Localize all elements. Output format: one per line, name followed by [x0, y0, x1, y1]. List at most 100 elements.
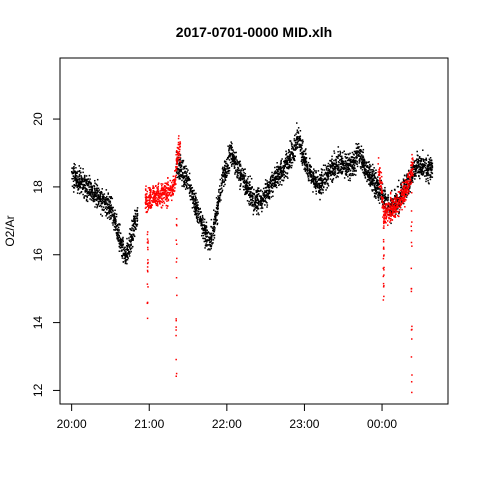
data-point [253, 203, 255, 205]
data-point [427, 165, 430, 168]
data-point [233, 155, 235, 158]
data-point [146, 238, 149, 240]
data-point [424, 167, 427, 169]
data-point [156, 189, 159, 191]
data-point [214, 227, 216, 229]
data-point [248, 190, 250, 193]
data-point [405, 199, 407, 201]
data-point [161, 199, 164, 201]
data-point [318, 190, 320, 192]
data-point [320, 185, 322, 188]
data-point [294, 146, 297, 148]
data-point [427, 172, 430, 174]
data-point [180, 170, 182, 173]
data-point [377, 171, 380, 173]
data-point [197, 213, 200, 215]
data-point [111, 214, 113, 216]
data-point [377, 157, 380, 159]
data-point [362, 157, 364, 159]
data-point [382, 192, 384, 195]
data-point [331, 155, 333, 158]
data-point [175, 372, 178, 375]
data-point [349, 177, 351, 180]
data-point [328, 171, 331, 173]
data-point [304, 160, 307, 163]
data-point [112, 209, 114, 212]
data-point [265, 194, 268, 197]
data-point [337, 154, 340, 156]
data-point [295, 148, 297, 150]
data-point [208, 239, 211, 241]
data-point [397, 214, 399, 217]
data-point [239, 165, 241, 167]
data-point [379, 182, 381, 184]
data-point [194, 203, 196, 205]
data-point [172, 192, 175, 195]
data-point [380, 192, 382, 195]
data-point [212, 228, 215, 230]
data-point [85, 199, 88, 202]
data-point [421, 167, 424, 170]
data-point [78, 173, 81, 176]
data-point [218, 191, 220, 193]
data-point [83, 183, 86, 186]
data-point [254, 203, 257, 206]
data-point [415, 165, 417, 168]
data-point [113, 215, 116, 217]
data-point [124, 261, 127, 263]
data-point [361, 151, 364, 153]
data-point [186, 187, 189, 190]
data-point [429, 163, 432, 165]
data-point [314, 187, 317, 190]
data-point [176, 163, 178, 165]
data-point [364, 177, 367, 179]
data-point [228, 147, 231, 150]
data-point [188, 172, 191, 175]
data-point [177, 143, 180, 146]
data-point [422, 158, 425, 160]
data-point [291, 156, 293, 159]
data-point [245, 183, 248, 185]
data-point [146, 246, 149, 249]
data-point [204, 233, 206, 236]
data-point [224, 179, 227, 182]
data-point [337, 165, 339, 168]
data-point [420, 163, 423, 166]
data-point [72, 171, 74, 174]
data-point [89, 194, 92, 196]
data-point [386, 203, 388, 205]
data-point [407, 191, 409, 194]
data-point [366, 178, 369, 181]
data-point [204, 229, 207, 232]
data-point [156, 200, 158, 203]
data-point [376, 182, 379, 185]
data-point [337, 146, 340, 148]
data-point [395, 211, 397, 213]
data-point [199, 217, 201, 220]
data-point [183, 181, 186, 183]
data-point [348, 174, 351, 176]
data-point [374, 177, 376, 179]
data-point [213, 237, 216, 239]
data-point [263, 196, 266, 199]
data-point [108, 199, 110, 201]
data-point [251, 202, 253, 204]
data-point [407, 182, 409, 184]
data-point [95, 203, 98, 206]
x-tick-label: 23:00 [289, 417, 319, 431]
data-point [182, 159, 185, 162]
data-point [402, 202, 405, 205]
data-point [135, 210, 137, 212]
data-point [351, 174, 354, 176]
data-point [126, 252, 129, 255]
data-point [321, 188, 324, 190]
data-point [367, 161, 369, 164]
data-point [265, 196, 268, 199]
data-point [226, 174, 228, 177]
data-point [85, 195, 88, 197]
data-point [385, 207, 387, 209]
data-point [227, 145, 229, 147]
data-point [301, 156, 304, 158]
data-point [193, 193, 196, 196]
